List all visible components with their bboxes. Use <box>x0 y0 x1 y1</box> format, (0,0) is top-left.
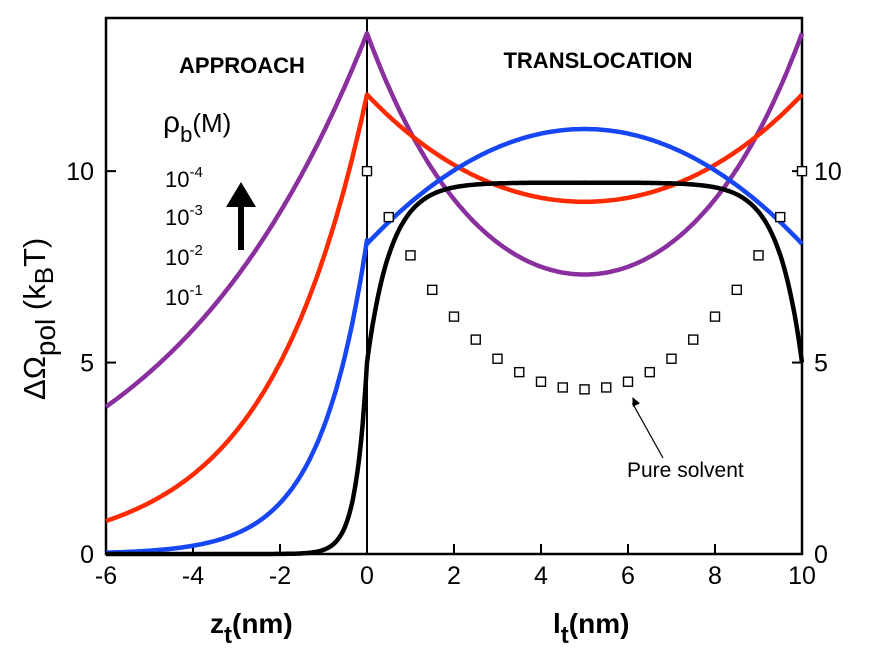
x-axis-label-right: lt(nm) <box>553 608 629 649</box>
x-axis-label-left: zt(nm) <box>210 608 293 649</box>
pure-solvent-point <box>361 165 373 177</box>
x-tick-label: 8 <box>708 562 722 590</box>
legend-entry-1e-1: 10-1 <box>165 282 203 310</box>
x-tick-label: 2 <box>447 562 461 590</box>
pure-solvent-point <box>492 353 503 364</box>
pure-solvent-point <box>688 334 699 345</box>
pure-solvent-point <box>644 366 655 378</box>
pure-solvent-point <box>601 382 612 393</box>
y-tick-label-right: 10 <box>814 158 842 186</box>
y-tick-label-right: 0 <box>814 541 828 569</box>
legend-title: ρb(M) <box>163 106 231 147</box>
pure-solvent-annotation: Pure solvent <box>627 397 744 482</box>
legend: ρb(M) 10-4 10-3 10-2 10-1 <box>163 106 256 310</box>
pure-solvent-point <box>796 165 808 177</box>
pure-solvent-point <box>427 284 438 296</box>
arrow-up-icon <box>226 182 256 250</box>
y-tick-label-left: 10 <box>66 158 94 186</box>
pure-solvent-point <box>470 334 481 345</box>
legend-entry-1e-3: 10-3 <box>165 202 203 230</box>
pure-solvent-point <box>383 211 394 223</box>
pure-solvent-markers <box>361 165 808 395</box>
x-tick-label: 0 <box>360 562 374 590</box>
pure-solvent-point <box>405 250 416 261</box>
curve-10-4-m <box>104 31 805 409</box>
pure-solvent-point <box>579 384 590 395</box>
y-tick-label-left: 5 <box>80 350 94 378</box>
x-tick-label: -2 <box>269 562 291 590</box>
translocation-label: TRANSLOCATION <box>503 48 692 73</box>
x-tick-label: 4 <box>534 562 548 590</box>
y-axis-label: ΔΩpol (kBT) <box>17 238 61 400</box>
curve-10-2-m <box>104 126 804 555</box>
approach-label: APPROACH <box>179 53 305 78</box>
x-tick-label: -6 <box>95 562 117 590</box>
pure-solvent-point <box>775 211 786 223</box>
pure-solvent-point <box>753 250 764 261</box>
annotation-text: Pure solvent <box>627 459 744 482</box>
pure-solvent-point <box>514 366 525 378</box>
legend-entry-1e-4: 10-4 <box>165 164 203 192</box>
pure-solvent-point <box>666 353 677 364</box>
x-tick-label: 6 <box>621 562 635 590</box>
curves <box>104 31 805 557</box>
y-tick-label-right: 5 <box>814 350 828 378</box>
pure-solvent-point <box>622 376 634 387</box>
y-tick-label-left: 0 <box>80 541 94 569</box>
pure-solvent-point <box>557 382 568 393</box>
x-tick-label: 10 <box>788 562 816 590</box>
pure-solvent-point <box>709 311 721 322</box>
axis-ticks: -6 -4 -2 0 2 4 6 8 100 05 510 10 <box>66 158 842 590</box>
pure-solvent-point <box>535 376 547 387</box>
x-tick-label: -4 <box>182 562 204 590</box>
curve-10-1-m <box>104 180 805 557</box>
pure-solvent-point <box>731 284 742 296</box>
curve-10-3-m <box>104 92 804 524</box>
pure-solvent-point <box>448 311 460 322</box>
legend-entry-1e-2: 10-2 <box>165 242 203 270</box>
